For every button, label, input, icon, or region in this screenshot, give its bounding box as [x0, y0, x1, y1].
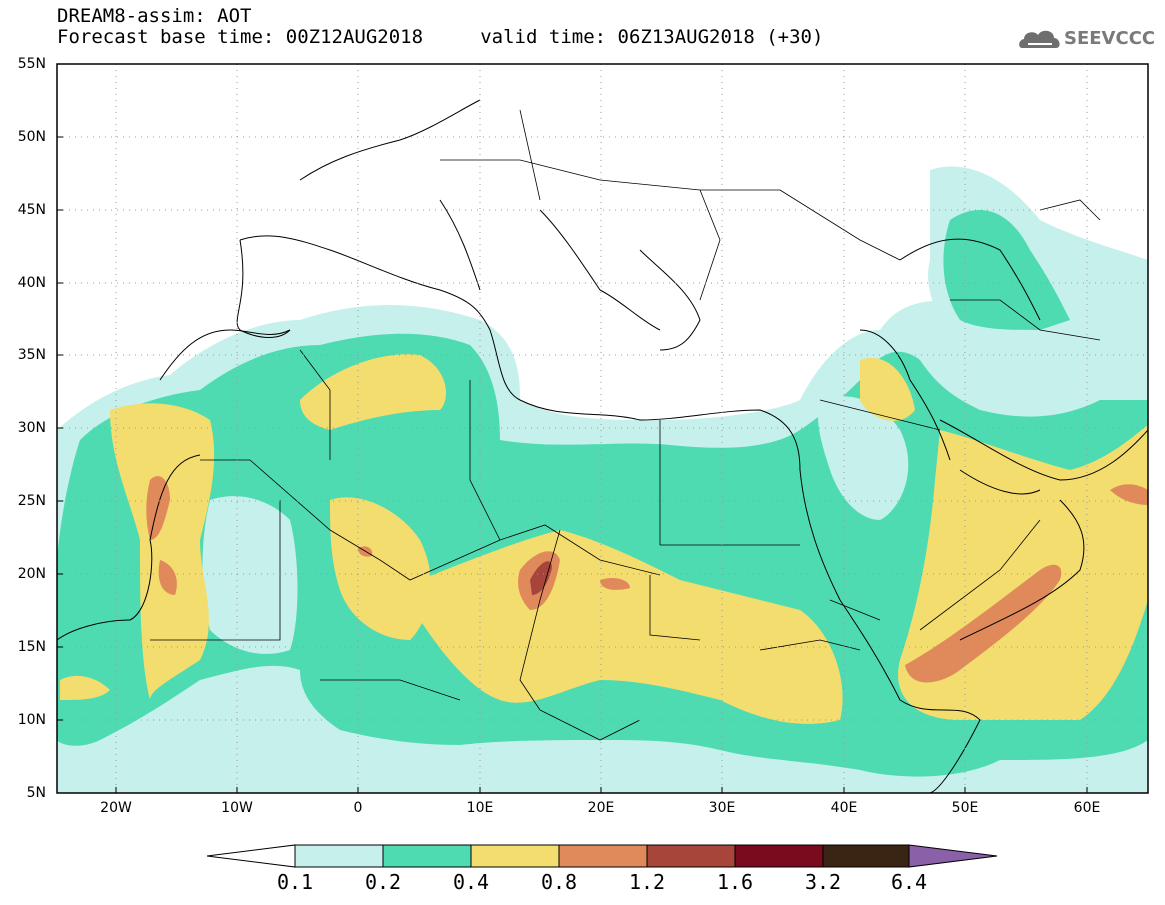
colorbar-high-arrow — [908, 844, 998, 868]
lon-label: 30E — [708, 800, 736, 816]
colorbar-swatch-3 — [470, 844, 560, 868]
axis-ticks — [57, 63, 1088, 793]
lat-label: 35N — [17, 347, 46, 363]
aot-gap-areas — [202, 396, 909, 654]
aot-contour-1.2 — [530, 561, 552, 595]
colorbar-swatch-2 — [382, 844, 472, 868]
lon-label: 0 — [353, 800, 363, 816]
colorbar-swatch-7 — [822, 844, 910, 868]
colorbar-label: 0.2 — [364, 870, 402, 894]
lon-label: 20W — [100, 800, 132, 816]
lon-label: 40E — [830, 800, 858, 816]
lat-label: 5N — [26, 785, 46, 801]
lon-label: 10E — [466, 800, 494, 816]
lat-label: 45N — [17, 202, 46, 218]
lon-label: 20E — [587, 800, 615, 816]
lat-label: 30N — [17, 420, 46, 436]
title-line-1: DREAM8-assim: AOT — [57, 5, 252, 27]
colorbar-swatch-6 — [734, 844, 824, 868]
lat-label: 15N — [17, 639, 46, 655]
cloud-logo-icon — [1019, 30, 1060, 48]
lat-label: 50N — [17, 129, 46, 145]
colorbar-low-arrow — [206, 844, 296, 868]
coastlines — [57, 99, 1148, 793]
lat-label: 10N — [17, 712, 46, 728]
lon-label: 60E — [1073, 800, 1101, 816]
colorbar-label: 0.4 — [452, 870, 490, 894]
colorbar-label: 6.4 — [890, 870, 928, 894]
lat-label: 25N — [17, 493, 46, 509]
lat-label: 55N — [17, 56, 46, 72]
colorbar-label: 0.1 — [276, 870, 314, 894]
colorbar-swatch-5 — [646, 844, 736, 868]
country-borders — [150, 109, 1101, 741]
lon-label: 10W — [221, 800, 253, 816]
lon-label: 50E — [951, 800, 979, 816]
colorbar — [206, 844, 998, 868]
lat-label: 20N — [17, 566, 46, 582]
colorbar-label: 3.2 — [804, 870, 842, 894]
lat-label: 40N — [17, 275, 46, 291]
colorbar-label: 0.8 — [540, 870, 578, 894]
title-line-2: Forecast base time: 00Z12AUG2018 valid t… — [57, 26, 824, 48]
colorbar-label: 1.2 — [628, 870, 666, 894]
logo-text: SEEVCCC — [1064, 28, 1156, 49]
colorbar-label: 1.6 — [716, 870, 754, 894]
colorbar-swatch-1 — [294, 844, 384, 868]
colorbar-swatch-4 — [558, 844, 648, 868]
